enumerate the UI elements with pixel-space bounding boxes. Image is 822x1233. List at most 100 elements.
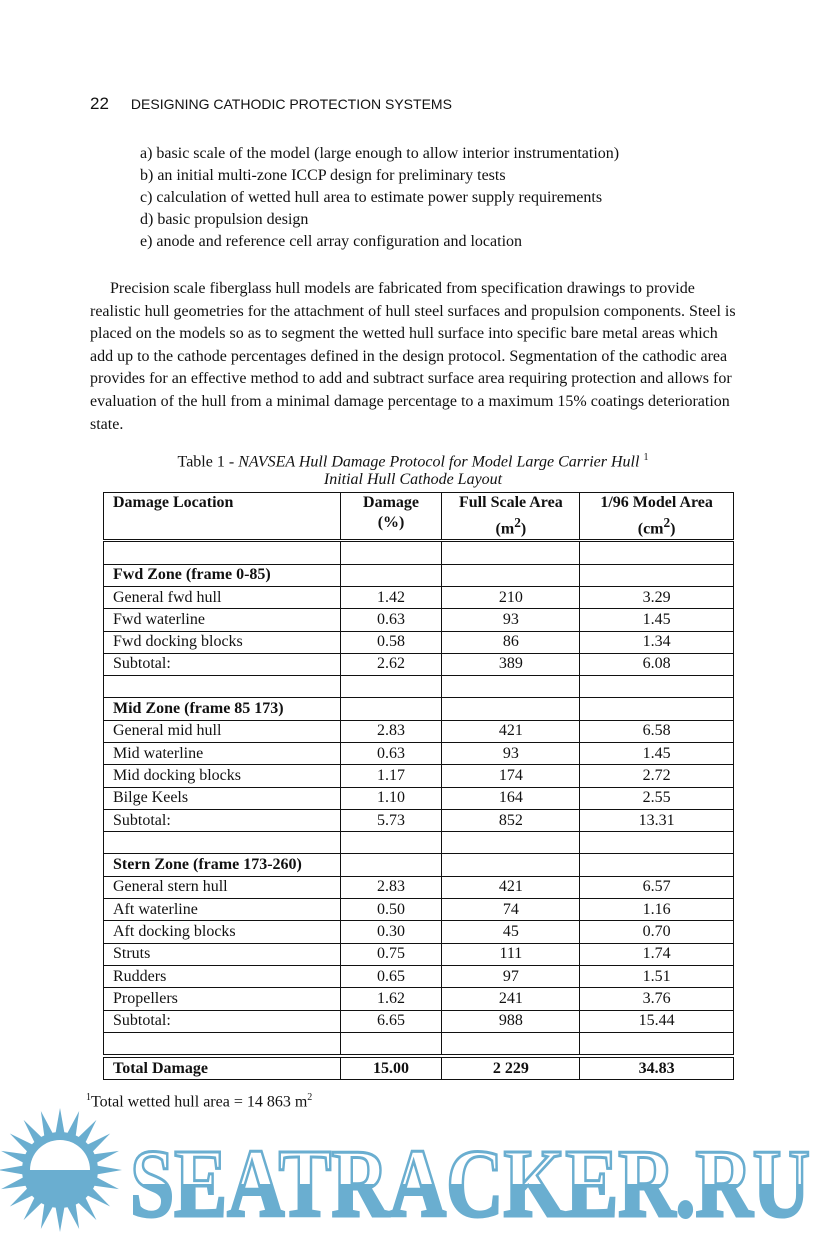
- table-cell: 1.45: [579, 608, 734, 632]
- body-paragraph: Precision scale fiberglass hull models a…: [90, 280, 736, 433]
- table-cell: 15.00: [339, 1054, 443, 1081]
- table-cell: 174: [441, 764, 581, 788]
- requirements-list: a) basic scale of the model (large enoug…: [140, 143, 619, 253]
- table-cell: 164: [441, 786, 581, 810]
- table-cell: Bilge Keels: [103, 786, 341, 810]
- table-row: General fwd hull 1.42 210 3.29: [103, 585, 734, 610]
- table-cell: 0.65: [339, 964, 443, 989]
- table-cell: 1.51: [579, 964, 734, 989]
- table-cell: [339, 540, 443, 565]
- table-cell: 0.63: [339, 741, 443, 766]
- table-row: Mid waterline 0.63 93 1.45: [103, 741, 734, 766]
- table-cell: [441, 540, 581, 565]
- table-cell: [579, 1031, 734, 1057]
- table-cell: [441, 1031, 581, 1057]
- table-cell: 3.76: [579, 987, 734, 1011]
- table-cell: 852: [441, 808, 581, 833]
- table-cell: [339, 1031, 443, 1057]
- table-cell: [579, 853, 734, 877]
- table-row: Rudders 0.65 97 1.51: [103, 964, 734, 989]
- table-row: Subtotal: 6.65 988 15.44: [103, 1009, 734, 1033]
- sun-ray: [55, 1205, 65, 1232]
- column-header: Damage Location: [103, 491, 341, 543]
- table-cell: 1.10: [339, 786, 443, 810]
- table-cell: [579, 675, 734, 699]
- table-cell: [339, 853, 443, 877]
- table-cell: 2.72: [579, 764, 734, 788]
- table-cell: General stern hull: [103, 875, 341, 900]
- table-cell: [103, 675, 341, 699]
- table-cell: 0.70: [579, 920, 734, 944]
- table-cell: 421: [441, 875, 581, 900]
- table-cell: Subtotal:: [103, 808, 341, 833]
- sun-ray: [92, 1176, 119, 1190]
- sun-ray: [55, 1108, 65, 1135]
- table-row: Aft docking blocks 0.30 45 0.70: [103, 920, 734, 944]
- table-cell: 97: [441, 964, 581, 989]
- table-cell: [103, 540, 341, 565]
- table-cell: Mid docking blocks: [103, 764, 341, 788]
- damage-protocol-table: Damage Location Damage (%) Full Scale Are…: [103, 491, 734, 1081]
- table-cell: 74: [441, 898, 581, 922]
- sun-ray: [40, 1111, 54, 1138]
- sun-ray: [86, 1133, 111, 1153]
- table-cell: 2.62: [339, 652, 443, 677]
- table-cell: 0.50: [339, 898, 443, 922]
- sun-ray: [40, 1202, 54, 1229]
- sun-ray: [9, 1187, 34, 1207]
- table-cell: 5.73: [339, 808, 443, 833]
- spacer-row: [103, 831, 734, 855]
- table-row: Aft waterline 0.50 74 1.16: [103, 898, 734, 922]
- sun-ray: [23, 1196, 43, 1221]
- column-header: Full Scale Area (m2): [441, 491, 581, 543]
- zone-header-row: Stern Zone (frame 173-260): [103, 853, 734, 877]
- table-cell: [441, 831, 581, 855]
- spacer-row: [103, 1031, 734, 1057]
- table-cell: 0.30: [339, 920, 443, 944]
- table-cell: 0.63: [339, 608, 443, 632]
- table-cell: 210: [441, 585, 581, 610]
- column-header: Damage (%): [339, 491, 443, 543]
- table-cell: 3.29: [579, 585, 734, 610]
- table-cell: 0.58: [339, 630, 443, 654]
- table-row: General mid hull 2.83 421 6.58: [103, 719, 734, 744]
- table-cell: General fwd hull: [103, 585, 341, 610]
- table-row: General stern hull 2.83 421 6.57: [103, 875, 734, 900]
- table-cell: Subtotal:: [103, 652, 341, 677]
- running-title: DESIGNING CATHODIC PROTECTION SYSTEMS: [130, 96, 452, 112]
- table-cell: 421: [441, 719, 581, 744]
- table-cell: 0.75: [339, 942, 443, 966]
- table-cell: 1.62: [339, 987, 443, 1011]
- table-cell: Fwd waterline: [103, 608, 341, 632]
- table-cell: Fwd Zone (frame 0-85): [103, 563, 341, 587]
- table-cell: 15.44: [579, 1009, 734, 1033]
- sun-ray: [92, 1150, 119, 1164]
- table-cell: Subtotal:: [103, 1009, 341, 1033]
- table-cell: 241: [441, 987, 581, 1011]
- table-cell: 389: [441, 652, 581, 677]
- list-item: a) basic scale of the model (large enoug…: [140, 145, 620, 162]
- table-footnote: 1Total wetted hull area = 14 863 m2: [86, 1092, 313, 1111]
- table-cell: 1.16: [579, 898, 734, 922]
- page-number: 22: [90, 94, 109, 113]
- table-cell: 2.83: [339, 719, 443, 744]
- table-cell: [441, 853, 581, 877]
- table-cell: 1.34: [579, 630, 734, 654]
- table-cell: 6.08: [579, 652, 734, 677]
- table-header-row: Damage Location Damage (%) Full Scale Are…: [103, 491, 734, 543]
- list-item: d) basic propulsion design: [140, 211, 309, 228]
- sun-ray: [1, 1150, 28, 1164]
- running-header: 22 DESIGNING CATHODIC PROTECTION SYSTEMS: [90, 94, 452, 114]
- table-cell: 6.58: [579, 719, 734, 744]
- table-row: Subtotal: 5.73 852 13.31: [103, 808, 734, 833]
- table-row: Struts 0.75 111 1.74: [103, 942, 734, 966]
- table-cell: [579, 540, 734, 565]
- sun-ray: [66, 1202, 80, 1229]
- table-cell: 6.57: [579, 875, 734, 900]
- total-row: Total Damage 15.00 2 229 34.83: [103, 1054, 734, 1081]
- table-cell: Aft docking blocks: [103, 920, 341, 944]
- sun-ray: [9, 1133, 34, 1153]
- caption-footnote-mark: 1: [643, 452, 649, 463]
- table-cell: Rudders: [103, 964, 341, 989]
